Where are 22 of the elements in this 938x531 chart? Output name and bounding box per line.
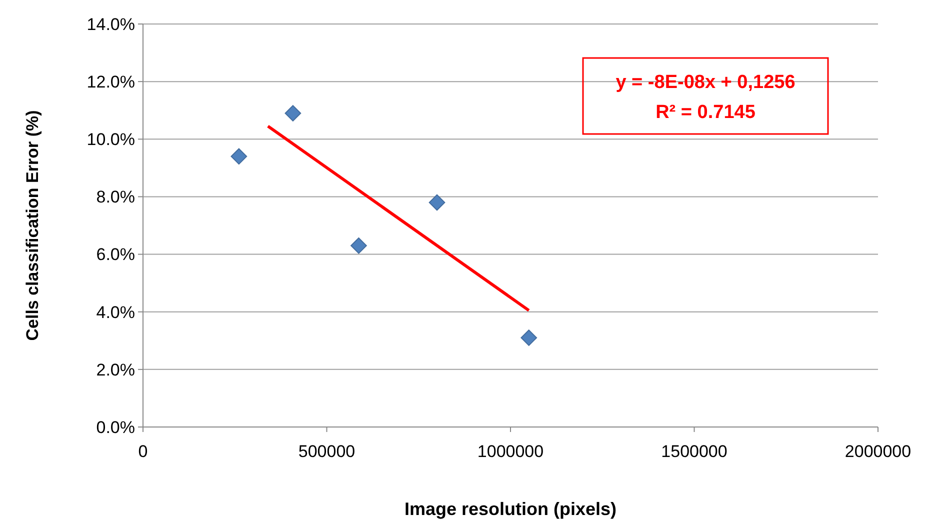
point [350, 237, 367, 254]
y-tick-label: 0.0% [96, 418, 135, 437]
annotation: y = -8E-08x + 0,1256 [616, 72, 796, 93]
point [428, 194, 446, 211]
y-tick-label: 14.0% [86, 14, 135, 34]
x-tick-label: 2000000 [844, 442, 912, 461]
y-tick-label: 12.0% [86, 72, 135, 92]
point [520, 330, 538, 346]
x-tick-label: 500000 [298, 442, 356, 461]
x-tick-label: 1000000 [477, 442, 544, 461]
x-axis-title: Image resolution (pixels) [404, 499, 617, 519]
y-tick-label: 8.0% [96, 188, 135, 207]
y-tick-label: 6.0% [96, 245, 135, 264]
y-tick-label: 4.0% [96, 302, 135, 322]
annotation: R² = 0.7145 [656, 102, 756, 123]
y-tick-label: 2.0% [96, 360, 135, 380]
y-axis-title: Cells classification Error (%) [23, 110, 42, 341]
point [230, 148, 248, 165]
y-tick-label: 10.0% [86, 130, 135, 150]
x-tick-label: 0 [138, 442, 148, 461]
point [284, 105, 302, 122]
x-tick-label: 1500000 [661, 442, 728, 461]
